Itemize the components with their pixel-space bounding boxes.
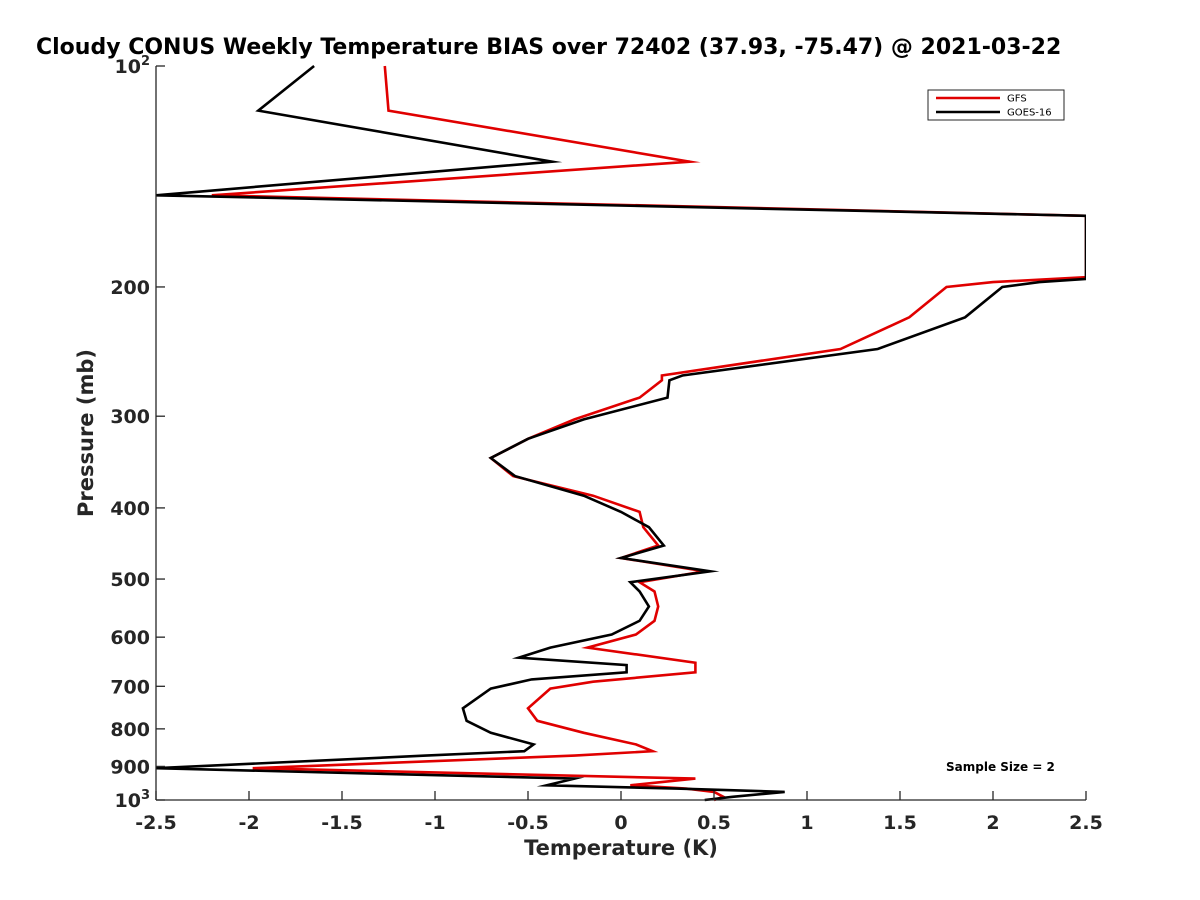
chart-title: Cloudy CONUS Weekly Temperature BIAS ove… <box>36 35 1061 60</box>
sample-size-annotation: Sample Size = 2 <box>946 760 1055 774</box>
plot-area <box>156 66 1086 800</box>
y-tick-label: 400 <box>110 498 150 520</box>
series-layer <box>156 64 1086 802</box>
x-tick-label: -2.5 <box>135 812 177 834</box>
y-tick-label: 800 <box>110 719 150 741</box>
legend-box <box>927 89 1065 121</box>
y-axis-label: Pressure (mb) <box>74 349 98 517</box>
x-axis-label: Temperature (K) <box>524 836 718 860</box>
y-tick-label: 103 <box>115 788 151 812</box>
x-tick-label: 2.5 <box>1069 812 1103 834</box>
y-tick-label: 200 <box>110 277 150 299</box>
y-tick-label: 600 <box>110 627 150 649</box>
legend-label: GOES-16 <box>1007 108 1052 119</box>
x-tick-label: 1 <box>800 812 813 834</box>
y-tick-label: 102 <box>115 54 151 78</box>
y-tick-label: 700 <box>110 676 150 698</box>
x-tick-label: -1.5 <box>321 812 363 834</box>
y-tick-label: 900 <box>110 756 150 778</box>
y-tick-label: 500 <box>110 569 150 591</box>
x-tick-label: 0.5 <box>697 812 731 834</box>
x-tick-label: -2 <box>238 812 259 834</box>
series-line-goes-16 <box>156 64 1086 802</box>
x-tick-label: 0 <box>614 812 627 834</box>
y-ticks: 102 200 300 400 500 600 700 800 900 103 <box>110 54 165 812</box>
x-tick-label: 1.5 <box>883 812 917 834</box>
x-ticks: -2.5 -2 -1.5 -1 -0.5 0 0.5 1 1.5 2 2.5 <box>135 791 1103 834</box>
x-tick-label: -1 <box>424 812 445 834</box>
legend-label: GFS <box>1007 94 1027 105</box>
x-tick-label: -0.5 <box>507 812 549 834</box>
x-tick-label: 2 <box>986 812 999 834</box>
y-tick-label: 300 <box>110 406 150 428</box>
legend: GFS GOES-16 <box>927 89 1065 121</box>
